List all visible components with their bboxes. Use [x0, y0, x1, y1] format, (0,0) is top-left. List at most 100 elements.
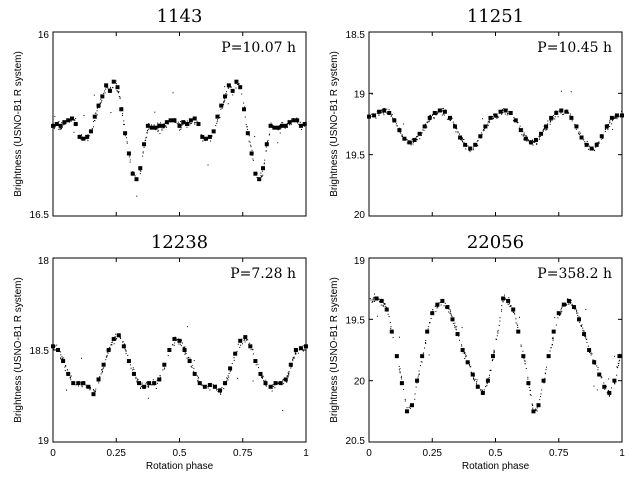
scatter-dot: [430, 114, 432, 116]
scatter-dot: [157, 122, 159, 124]
scatter-dot: [583, 139, 585, 141]
scatter-dot: [531, 404, 533, 406]
scatter-dot: [616, 118, 618, 120]
scatter-dot: [250, 348, 252, 350]
scatter-dot: [216, 120, 218, 122]
data-point: [152, 381, 157, 386]
scatter-dot: [461, 140, 463, 142]
plot-frame: [52, 257, 307, 443]
scatter-dot: [89, 386, 91, 388]
scatter-dot: [507, 303, 509, 305]
scatter-dot: [398, 365, 400, 367]
scatter-dot: [286, 381, 288, 383]
scatter-dot: [504, 113, 506, 115]
scatter-dot: [583, 330, 585, 332]
scatter-dot: [386, 112, 388, 114]
scatter-dot: [388, 315, 390, 317]
scatter-dot: [456, 326, 458, 328]
data-point: [468, 146, 473, 151]
data-point: [392, 118, 397, 123]
scatter-dot: [217, 119, 219, 121]
scatter-dot: [409, 405, 411, 407]
scatter-dot: [395, 123, 397, 125]
scatter-dot: [160, 122, 162, 124]
scatter-dot: [381, 112, 383, 114]
scatter-dot: [543, 382, 545, 384]
scatter-dot: [179, 343, 181, 345]
scatter-dot: [241, 93, 243, 95]
scatter-dot: [434, 306, 436, 308]
scatter-dot: [147, 128, 149, 130]
scatter-dot: [60, 128, 62, 130]
scatter-dot: [442, 107, 444, 109]
scatter-dot: [608, 395, 610, 397]
scatter-dot: [532, 144, 534, 146]
data-point: [407, 140, 412, 145]
scatter-cloud: [369, 277, 621, 413]
scatter-dot: [604, 388, 606, 390]
data-point: [167, 348, 172, 352]
scatter-dot: [568, 303, 570, 305]
scatter-dot: [462, 139, 464, 141]
scatter-dot: [188, 356, 190, 358]
scatter-dot: [184, 352, 186, 354]
scatter-dot: [123, 124, 125, 126]
scatter-dot: [458, 339, 460, 341]
data-point: [435, 302, 440, 307]
data-point: [223, 94, 228, 99]
data-point: [253, 171, 258, 176]
scatter-dot: [110, 112, 112, 114]
scatter-dot: [618, 363, 620, 365]
scatter-dot: [406, 407, 408, 409]
scatter-dot: [244, 341, 246, 343]
scatter-dot: [94, 120, 96, 122]
data-point: [554, 110, 559, 115]
scatter-dot: [549, 119, 551, 121]
scatter-dot: [418, 373, 420, 375]
scatter-dot: [437, 111, 439, 113]
scatter-dot: [469, 151, 471, 153]
scatter-dot: [60, 357, 62, 359]
scatter-dot: [163, 368, 165, 370]
data-point: [291, 118, 296, 123]
data-point: [111, 336, 116, 341]
y-tick-label: 20: [354, 210, 366, 221]
scatter-dot: [252, 348, 254, 350]
scatter-dot: [493, 349, 495, 351]
scatter-dot: [140, 170, 142, 172]
scatter-dot: [408, 406, 410, 408]
scatter-dot: [223, 388, 225, 390]
scatter-dot: [529, 394, 531, 396]
scatter-dot: [265, 150, 267, 152]
data-point: [399, 381, 404, 386]
data-point: [91, 392, 96, 397]
scatter-dot: [270, 122, 272, 124]
data-point: [207, 134, 212, 139]
scatter-cloud: [53, 80, 307, 197]
scatter-dot: [495, 338, 497, 340]
scatter-dot: [416, 139, 418, 141]
scatter-dot: [607, 389, 609, 391]
scatter-dot: [512, 311, 514, 313]
scatter-dot: [412, 143, 414, 145]
scatter-dot: [426, 121, 428, 123]
data-point: [145, 123, 150, 128]
scatter-dot: [153, 124, 155, 126]
data-point: [604, 124, 609, 129]
data-point: [96, 377, 101, 382]
scatter-dot: [428, 119, 430, 121]
scatter-dot: [497, 331, 499, 333]
data-point: [153, 125, 158, 130]
scatter-dot: [272, 125, 274, 127]
scatter-dot: [385, 306, 387, 308]
scatter-dot: [261, 377, 263, 379]
data-point: [559, 108, 564, 113]
scatter-dot: [617, 367, 619, 369]
data-point: [177, 123, 182, 128]
data-point: [584, 142, 589, 147]
data-point: [377, 109, 382, 114]
scatter-dot: [513, 312, 515, 314]
chart-title: 1143: [157, 6, 203, 27]
scatter-dot: [54, 126, 56, 128]
scatter-dot: [288, 372, 290, 374]
